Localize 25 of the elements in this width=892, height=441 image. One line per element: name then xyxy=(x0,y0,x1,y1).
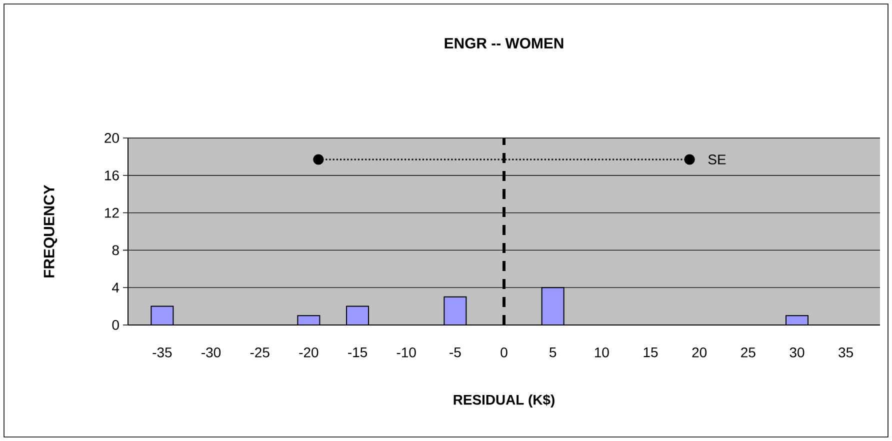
x-tick-label: -30 xyxy=(202,347,221,358)
x-tick-label: -5 xyxy=(450,348,461,358)
x-tick-label: 25 xyxy=(741,347,756,358)
x-tick-label: 30 xyxy=(790,347,804,358)
series-label: SE xyxy=(708,154,726,164)
y-tick-label: 16 xyxy=(105,170,119,180)
y-tick-label: 4 xyxy=(112,282,120,292)
y-tick-label: 0 xyxy=(112,320,119,330)
chart-title: ENGR -- WOMEN xyxy=(444,38,564,48)
y-tick-label: 8 xyxy=(112,245,119,256)
x-tick-label: 5 xyxy=(550,348,556,358)
x-tick-label: -20 xyxy=(299,347,318,358)
x-tick-label: -10 xyxy=(396,347,416,358)
x-tick-label: 0 xyxy=(500,347,508,358)
x-tick-label: 35 xyxy=(838,347,853,358)
y-tick-label: 12 xyxy=(105,208,119,218)
x-tick-label: -15 xyxy=(348,348,368,358)
y-tick-label: 20 xyxy=(104,133,119,143)
x-tick-label: 10 xyxy=(594,347,609,358)
x-tick-label: -35 xyxy=(152,347,172,358)
x-tick-label: -25 xyxy=(250,347,270,358)
x-tick-label: 15 xyxy=(644,348,658,358)
x-axis-title: RESIDUAL (K$) xyxy=(454,394,554,408)
x-tick-label: 20 xyxy=(692,347,707,358)
y-axis-title: FREQUENCY xyxy=(44,184,58,278)
